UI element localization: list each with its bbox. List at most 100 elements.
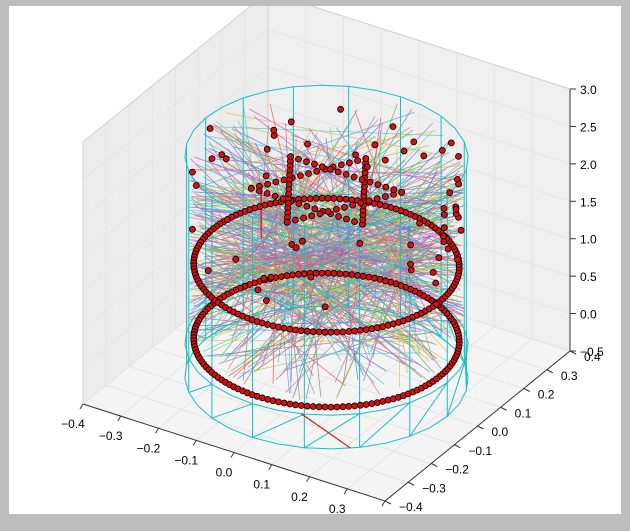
ring-point	[277, 273, 285, 281]
ring-point	[368, 325, 376, 333]
chord-line	[204, 256, 387, 372]
star-point	[264, 180, 272, 188]
ring-point	[286, 400, 294, 408]
z-tick-label: 1.5	[580, 195, 597, 209]
scatter-point	[304, 140, 311, 148]
scatter-point	[254, 286, 262, 294]
star-point	[247, 184, 255, 192]
z-tick-label: 2.5	[580, 120, 597, 134]
scatter-point	[407, 241, 415, 249]
red-edge	[300, 413, 351, 449]
star-point	[373, 195, 381, 203]
ring-point	[348, 271, 356, 279]
ring-point	[312, 269, 320, 277]
chord-line	[197, 221, 407, 342]
ring-point	[297, 327, 305, 335]
ring-point	[345, 402, 353, 410]
ring-point	[303, 327, 311, 335]
chord-line	[234, 132, 318, 282]
y-tick-label: 0.1	[515, 406, 532, 420]
ring-point	[359, 272, 367, 280]
chord-line	[219, 227, 464, 231]
chord-line	[225, 112, 448, 157]
cylinder-mesh	[463, 328, 467, 391]
star-point	[362, 155, 370, 162]
scatter-point	[438, 146, 446, 154]
star-point	[303, 202, 311, 210]
grid-line	[267, 66, 571, 165]
scatter-point	[420, 152, 428, 160]
y-tick-mark	[477, 425, 484, 430]
ring-point	[275, 398, 282, 406]
chord-line	[272, 196, 277, 384]
chord-line	[207, 332, 433, 357]
scatter-point	[435, 254, 443, 262]
ring-point	[286, 325, 294, 333]
chord-line	[220, 129, 447, 281]
chord-line	[217, 284, 346, 387]
plot-canvas: −0.4−0.3−0.2−0.10.00.10.20.30.4 −0.4−0.3…	[9, 6, 621, 514]
star-point	[358, 176, 366, 183]
scatter-point	[321, 303, 329, 311]
scatter-point	[455, 180, 463, 188]
chord-line	[388, 243, 408, 374]
star-point	[342, 170, 350, 178]
star-point	[291, 216, 299, 224]
ring-point	[351, 327, 359, 335]
star-point	[351, 218, 358, 226]
scatter-point	[307, 273, 315, 281]
star-point	[295, 155, 302, 163]
chord-line	[213, 228, 414, 282]
star-point	[311, 205, 319, 213]
scatter-point	[454, 256, 461, 264]
y-tick-mark	[523, 388, 530, 392]
x-tick-mark	[192, 440, 197, 446]
z-tick-label: 0.5	[580, 270, 597, 284]
chord-line	[202, 256, 411, 352]
axis-lines	[79, 6, 577, 507]
scatter-point	[371, 141, 379, 149]
grid-line	[82, 141, 269, 293]
chord-line	[247, 222, 315, 395]
ring-point	[292, 401, 299, 409]
chord-line	[305, 241, 338, 400]
ring-point	[342, 270, 350, 278]
star-point	[334, 168, 342, 176]
chord-line	[325, 138, 359, 380]
ring-point	[345, 328, 353, 335]
x-tick-label: 0.2	[291, 490, 308, 504]
scatter-point	[337, 105, 345, 113]
ring-point	[289, 271, 297, 279]
y-tick-mark	[407, 481, 415, 486]
scatter-point	[192, 182, 200, 189]
pane-edge	[82, 6, 252, 143]
star-point	[287, 153, 295, 161]
star-point	[326, 165, 334, 173]
scatter-point	[352, 151, 360, 159]
star-point	[357, 199, 365, 207]
ring-point	[292, 326, 299, 334]
z-tick-label: −0.5	[580, 345, 604, 359]
data-points	[188, 105, 465, 411]
y-tick-mark	[454, 444, 461, 449]
ring-point	[283, 272, 291, 280]
y-tick-label: −0.1	[468, 444, 492, 458]
y-tick-label: 0.0	[492, 425, 509, 439]
y-tick-label: 0.3	[561, 369, 578, 383]
star-point	[343, 215, 350, 223]
chord-line	[189, 130, 436, 173]
star-point	[398, 188, 406, 196]
grid-line	[82, 216, 269, 367]
chord-line	[193, 192, 340, 206]
chord-line	[219, 130, 305, 239]
star-point	[354, 157, 362, 165]
ring-point	[303, 402, 311, 410]
chord-line	[280, 211, 322, 327]
star-point	[349, 201, 357, 209]
x-tick-label: 0.1	[253, 478, 270, 492]
scatter-point	[204, 267, 212, 275]
star-point	[316, 210, 324, 218]
ring-point	[336, 195, 344, 203]
scatter-point	[298, 237, 306, 245]
chord-line	[253, 116, 434, 254]
